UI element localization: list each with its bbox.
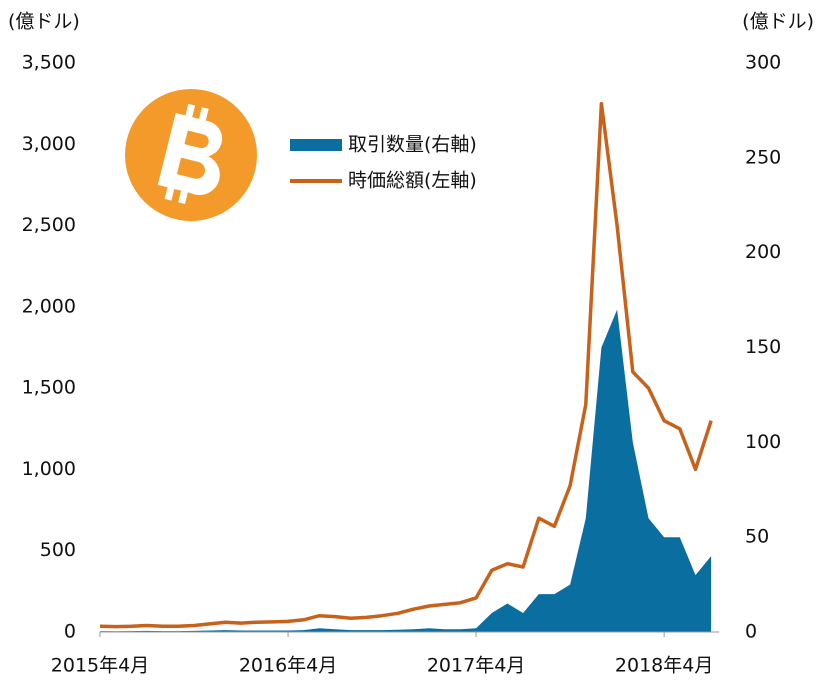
volume-area bbox=[100, 309, 712, 632]
y-tick-label: 3,500 bbox=[22, 52, 76, 74]
y2-tick-label: 300 bbox=[745, 52, 781, 74]
y-axis-label: (億ドル) bbox=[8, 11, 80, 33]
legend-swatch bbox=[290, 139, 342, 151]
x-tick-label: 2015年4月 bbox=[51, 655, 149, 677]
y2-tick-label: 200 bbox=[745, 241, 781, 263]
market-cap-line bbox=[99, 101, 713, 629]
y-tick-label: 3,000 bbox=[22, 133, 76, 155]
y2-tick-label: 0 bbox=[745, 621, 757, 643]
y2-axis-label: (億ドル) bbox=[742, 11, 814, 33]
x-tick-label: 2016年4月 bbox=[239, 655, 337, 677]
y2-tick-label: 250 bbox=[745, 146, 781, 168]
y2-tick-label: 100 bbox=[745, 431, 781, 453]
y-tick-label: 1,000 bbox=[22, 458, 76, 480]
y-tick-label: 1,500 bbox=[22, 377, 76, 399]
legend-label: 取引数量(右軸) bbox=[348, 134, 477, 156]
y-tick-label: 0 bbox=[64, 621, 76, 643]
y-tick-label: 2,000 bbox=[22, 295, 76, 317]
legend-label: 時価総額(左軸) bbox=[348, 170, 477, 192]
bitcoin-logo bbox=[125, 89, 257, 221]
y-tick-label: 2,500 bbox=[22, 214, 76, 236]
y-tick-label: 500 bbox=[40, 539, 76, 561]
x-tick-label: 2018年4月 bbox=[615, 655, 713, 677]
x-tick-label: 2017年4月 bbox=[427, 655, 525, 677]
y2-tick-label: 50 bbox=[745, 526, 769, 548]
y2-tick-label: 150 bbox=[745, 336, 781, 358]
